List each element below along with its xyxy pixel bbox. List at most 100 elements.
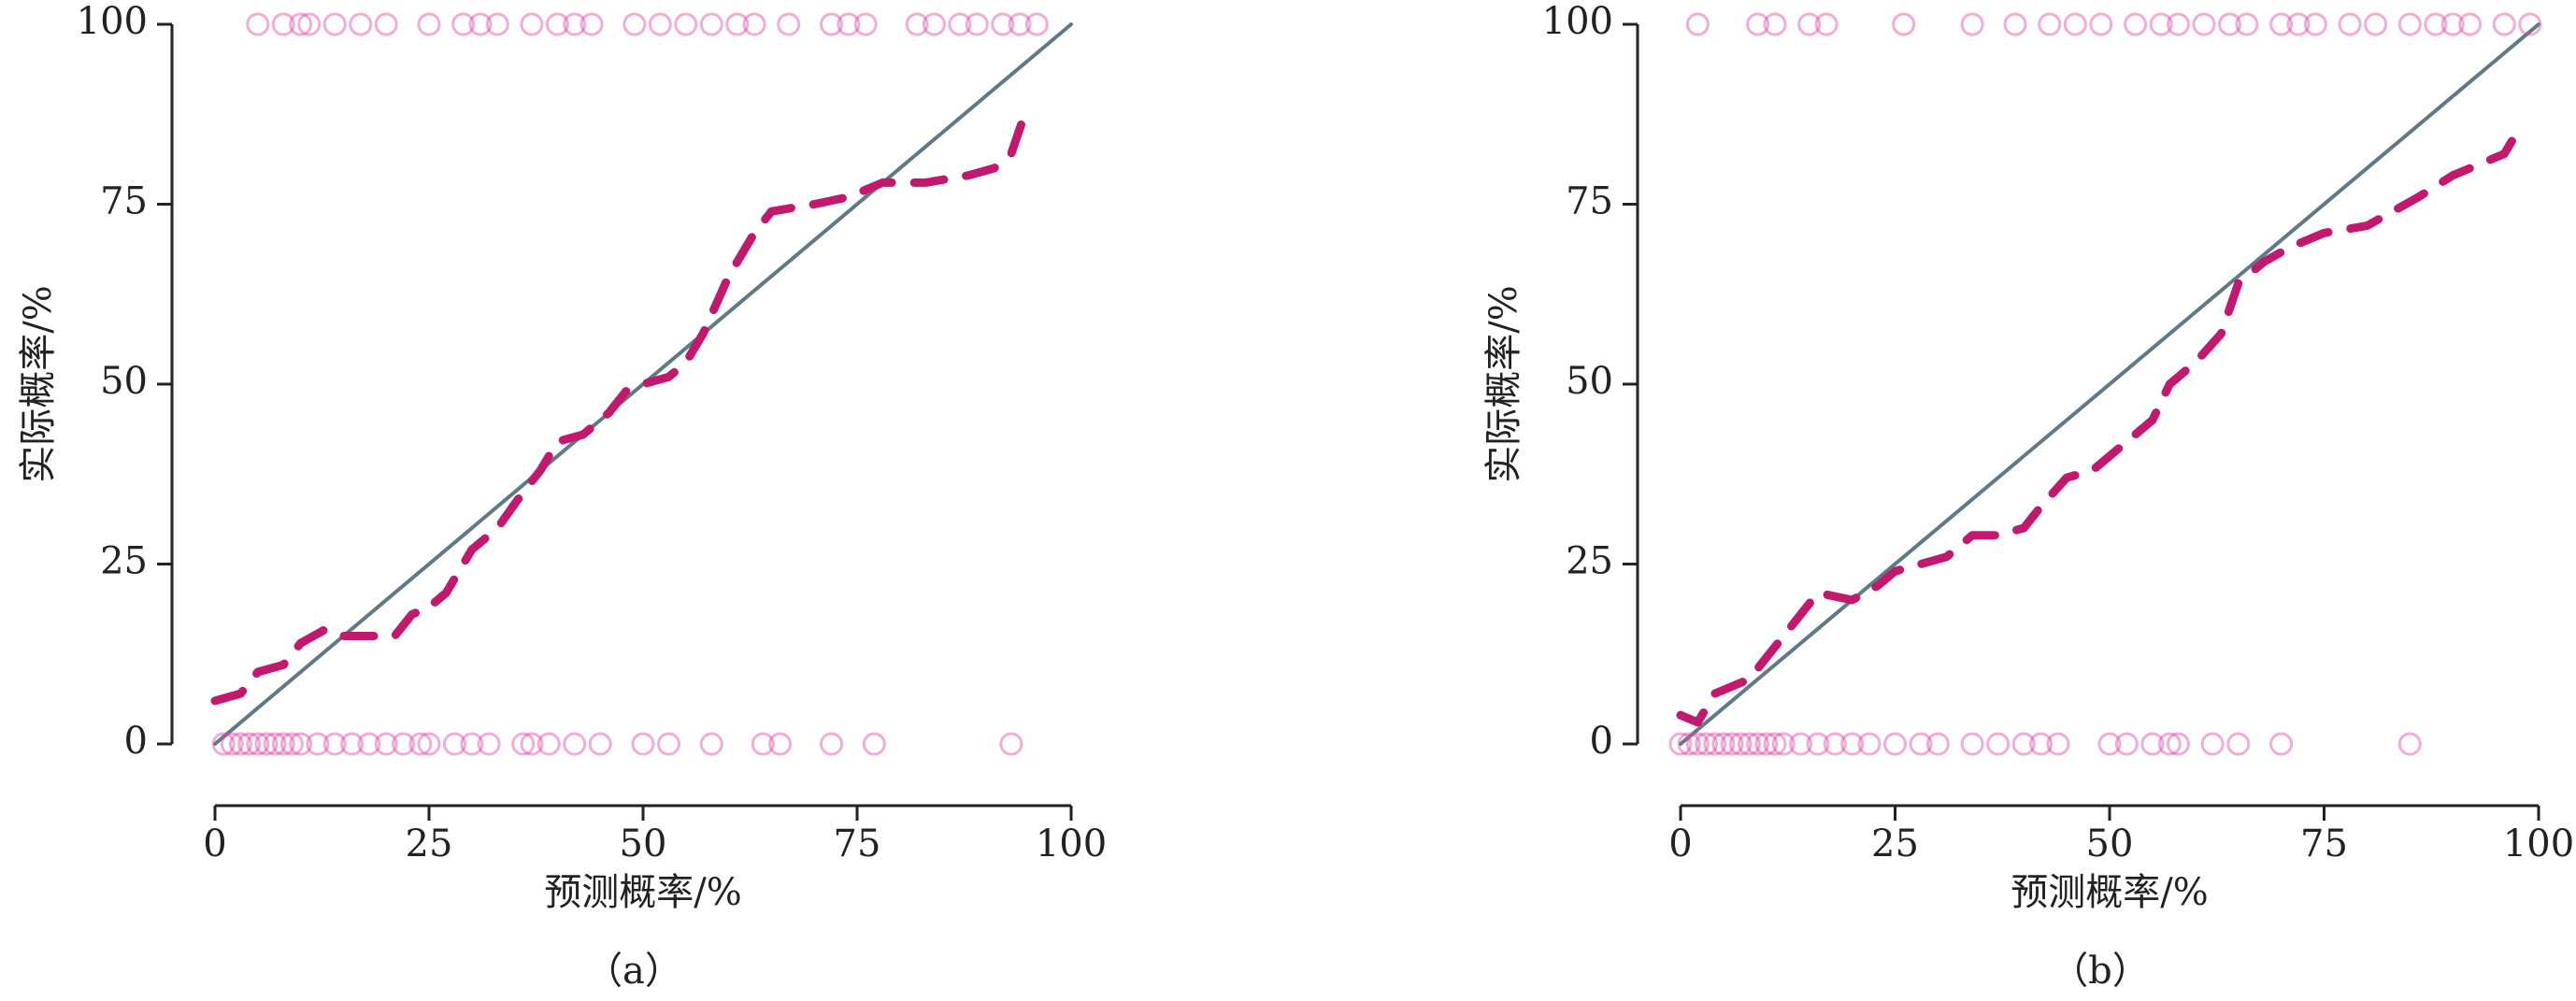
data-point [289, 12, 313, 36]
data-point [2011, 732, 2036, 756]
data-point [2364, 12, 2388, 36]
data-point [2149, 12, 2173, 36]
data-point [905, 12, 929, 36]
data-point [511, 732, 536, 756]
y-axis-label: 实际概率/% [17, 285, 60, 482]
data-point [1925, 732, 1950, 756]
x-tick-label: 75 [2300, 822, 2348, 865]
y-tick-label: 100 [1542, 0, 1613, 43]
data-point [271, 12, 295, 36]
data-point [1789, 732, 1813, 756]
data-point [2166, 732, 2190, 756]
data-point [477, 732, 501, 756]
data-point [246, 12, 270, 36]
data-point [1728, 732, 1753, 756]
y-tick-label: 25 [100, 540, 148, 583]
caption: （a） [585, 950, 682, 993]
data-point [1857, 732, 1882, 756]
data-point [374, 732, 398, 756]
data-point [228, 732, 252, 756]
data-point [2269, 732, 2294, 756]
data-point [1960, 12, 1984, 36]
y-tick-label: 50 [100, 360, 148, 403]
x-axis-label: 预测概率/% [544, 871, 741, 914]
data-point [322, 12, 347, 36]
data-point [349, 12, 373, 36]
data-point [1960, 732, 1984, 756]
data-point [2200, 732, 2225, 756]
data-point [631, 732, 655, 756]
data-point [2440, 12, 2465, 36]
data-point [768, 732, 793, 756]
x-tick-label: 25 [406, 822, 453, 865]
data-point [2097, 732, 2122, 756]
data-point [991, 12, 1015, 36]
data-point [563, 12, 587, 36]
data-point [545, 12, 569, 36]
data-point [948, 12, 972, 36]
y-tick-label: 75 [100, 180, 148, 223]
data-point [2218, 12, 2242, 36]
data-point [1746, 732, 1770, 756]
data-point [357, 732, 381, 756]
data-point [648, 12, 672, 36]
data-point [2397, 732, 2422, 756]
data-point [1711, 732, 1736, 756]
data-point [520, 12, 544, 36]
calibration-curve [210, 99, 1033, 706]
data-point [1909, 732, 1933, 756]
data-point [322, 732, 347, 756]
data-point [837, 12, 861, 36]
data-point [460, 732, 484, 756]
data-point [451, 12, 476, 36]
data-point [2338, 12, 2362, 36]
data-point [374, 12, 398, 36]
data-point [656, 732, 680, 756]
data-point [2166, 12, 2190, 36]
data-point [588, 732, 612, 756]
data-point [1823, 732, 1847, 756]
data-point [2397, 12, 2422, 36]
data-point [392, 732, 416, 756]
data-point [2269, 12, 2294, 36]
x-tick-label: 50 [2086, 822, 2134, 865]
data-point [306, 732, 330, 756]
data-point [289, 732, 313, 756]
data-point [2124, 12, 2148, 36]
data-point [1685, 12, 1710, 36]
data-point [263, 732, 287, 756]
data-point [1892, 12, 1916, 36]
data-point [271, 732, 295, 756]
data-point [1024, 12, 1049, 36]
data-point [254, 732, 279, 756]
reference-line [1679, 22, 2540, 746]
y-tick-label: 100 [77, 0, 148, 43]
data-point [2286, 12, 2311, 36]
data-point [674, 12, 698, 36]
data-point [246, 732, 270, 756]
data-point [999, 732, 1023, 756]
data-point [1806, 732, 1830, 756]
y-tick-label: 0 [124, 720, 148, 763]
data-point [2003, 12, 2027, 36]
y-tick-label: 75 [1566, 180, 1613, 223]
data-point [1685, 732, 1710, 756]
data-point [751, 732, 775, 756]
x-tick-label: 75 [834, 822, 881, 865]
y-tick-label: 25 [1566, 540, 1613, 583]
data-point [2063, 12, 2087, 36]
data-point [2038, 12, 2062, 36]
data-point [408, 732, 433, 756]
data-point [485, 12, 509, 36]
caption: （b） [2051, 950, 2150, 993]
data-point [1763, 732, 1787, 756]
data-point [1008, 12, 1032, 36]
y-tick-label: 50 [1566, 360, 1613, 403]
data-point [965, 12, 989, 36]
data-point [699, 732, 723, 756]
data-point [2424, 12, 2448, 36]
data-point [340, 732, 365, 756]
x-axis-label: 预测概率/% [2011, 871, 2208, 914]
data-point [1746, 12, 1770, 36]
data-point [563, 732, 587, 756]
